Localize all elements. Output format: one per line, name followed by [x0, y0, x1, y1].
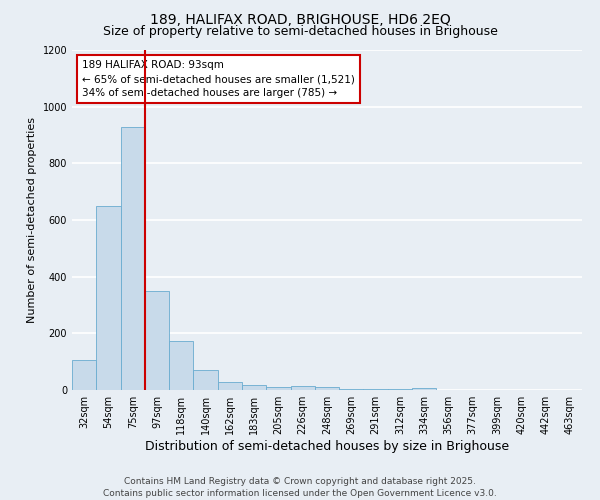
Bar — [218, 382, 242, 390]
Bar — [121, 126, 145, 390]
Bar — [364, 389, 388, 390]
Bar — [193, 370, 218, 390]
Bar — [290, 386, 315, 390]
Text: Size of property relative to semi-detached houses in Brighouse: Size of property relative to semi-detach… — [103, 25, 497, 38]
Bar — [315, 386, 339, 390]
Bar — [339, 388, 364, 390]
Bar — [242, 385, 266, 390]
Bar — [266, 386, 290, 390]
Text: 189, HALIFAX ROAD, BRIGHOUSE, HD6 2EQ: 189, HALIFAX ROAD, BRIGHOUSE, HD6 2EQ — [149, 12, 451, 26]
Bar — [412, 388, 436, 390]
Bar — [72, 360, 96, 390]
Bar — [145, 291, 169, 390]
Bar — [96, 206, 121, 390]
Text: Contains HM Land Registry data © Crown copyright and database right 2025.
Contai: Contains HM Land Registry data © Crown c… — [103, 476, 497, 498]
Text: 189 HALIFAX ROAD: 93sqm
← 65% of semi-detached houses are smaller (1,521)
34% of: 189 HALIFAX ROAD: 93sqm ← 65% of semi-de… — [82, 60, 355, 98]
X-axis label: Distribution of semi-detached houses by size in Brighouse: Distribution of semi-detached houses by … — [145, 440, 509, 453]
Y-axis label: Number of semi-detached properties: Number of semi-detached properties — [27, 117, 37, 323]
Bar — [169, 342, 193, 390]
